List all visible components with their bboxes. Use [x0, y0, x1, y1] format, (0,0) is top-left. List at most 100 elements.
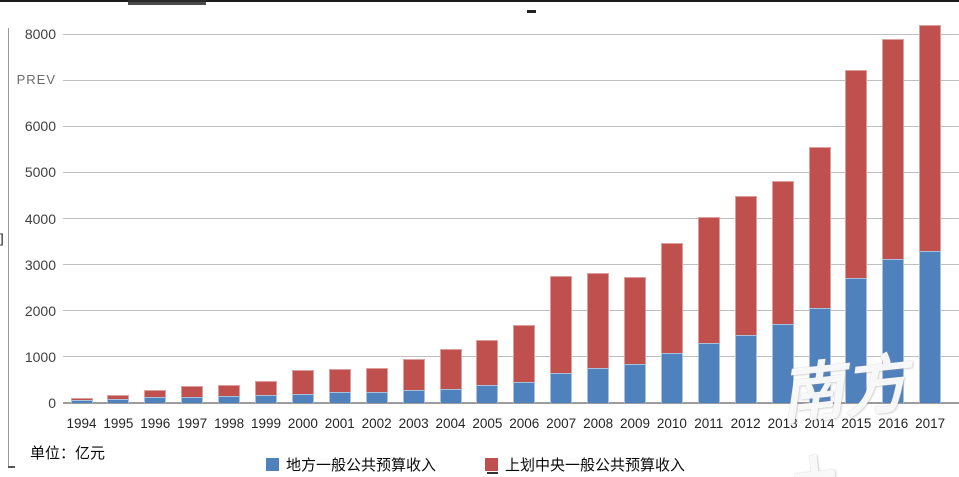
bar-segment-2005-local — [476, 385, 499, 403]
bar-segment-2006-local — [513, 382, 536, 403]
bar-segment-1999-local — [255, 395, 277, 403]
left-edge-foot — [8, 466, 15, 468]
bar-segment-2016-central — [882, 39, 905, 259]
bar-segment-2000-central — [291, 370, 314, 394]
x-axis-tick-label: 1998 — [214, 416, 245, 431]
x-axis-tick-label: 2006 — [509, 416, 540, 431]
x-axis-tick-label: 2004 — [435, 416, 466, 431]
y-axis-tick-label: 8000 — [24, 26, 56, 42]
gridline — [63, 79, 959, 81]
bar-segment-1995-local — [107, 399, 130, 403]
legend-swatch-local-icon — [266, 458, 279, 471]
bar-segment-2000-local — [291, 394, 314, 403]
legend-item-central: 上划中央一般公共预算收入 — [485, 454, 685, 475]
bar-segment-2007-central — [550, 276, 573, 373]
top-edge-artifact — [128, 0, 206, 5]
gridline — [63, 310, 959, 312]
legend: 地方一般公共预算收入 上划中央一般公共预算收入 — [0, 452, 959, 474]
bar-segment-2010-central — [660, 243, 683, 353]
bar-segment-2004-local — [439, 389, 462, 403]
y-axis-tick-label: 3000 — [24, 256, 56, 273]
bar-segment-2007-local — [550, 373, 573, 403]
bar-segment-1994-central — [70, 398, 93, 400]
gridline — [63, 171, 959, 173]
bar-segment-1995-central — [107, 395, 130, 399]
x-axis-tick-label: 2001 — [324, 416, 355, 431]
gridline — [63, 264, 959, 266]
prev-overlay-label: PREV — [16, 72, 56, 88]
legend-label-local: 地方一般公共预算收入 — [286, 457, 437, 474]
bar-segment-1997-local — [181, 397, 204, 403]
x-axis-tick-label: 2008 — [583, 416, 614, 431]
y-axis-tick-label: 2000 — [24, 302, 56, 319]
y-axis-tick-label: 6000 — [24, 118, 56, 135]
gridline — [63, 125, 959, 127]
bar-segment-2017-central — [919, 25, 942, 251]
bar-segment-2002-central — [365, 368, 388, 392]
bar-segment-2015-local — [845, 278, 868, 403]
gridline — [63, 356, 959, 358]
bar-segment-2009-central — [624, 277, 646, 364]
x-axis-tick-label: 2002 — [361, 416, 392, 431]
bar-segment-2012-central — [734, 196, 757, 335]
legend-swatch-central-icon — [485, 458, 498, 471]
x-axis-tick-label: 2011 — [694, 416, 724, 431]
x-axis-tick-label: 2005 — [472, 416, 503, 431]
bar-segment-2015-central — [845, 70, 868, 278]
x-axis-tick-label: 1994 — [66, 416, 97, 431]
bar-segment-2012-local — [734, 335, 757, 403]
x-axis-tick-label: 1995 — [103, 416, 134, 431]
x-axis-tick-label: 1997 — [177, 416, 208, 431]
bar-segment-1998-central — [218, 385, 241, 396]
bar-segment-2003-central — [402, 359, 425, 390]
bar-segment-2011-central — [697, 217, 720, 343]
y-axis-tick-label: 1000 — [24, 348, 56, 365]
bar-segment-2013-central — [771, 181, 794, 324]
top-border-line — [0, 0, 959, 2]
bar-segment-1998-local — [218, 396, 241, 403]
y-axis-tick-label: 0 — [48, 395, 56, 411]
x-axis-tick-label: 2012 — [730, 416, 761, 431]
bar-segment-1997-central — [181, 386, 204, 397]
bar-segment-2013-local — [771, 324, 794, 403]
legend-item-local: 地方一般公共预算收入 — [266, 454, 436, 475]
bar-segment-2001-central — [328, 369, 351, 392]
bar-segment-2014-central — [808, 147, 831, 308]
x-axis-tick-label: 2017 — [915, 416, 946, 431]
x-axis-tick-label: 2013 — [767, 416, 798, 431]
bar-segment-2004-central — [439, 349, 462, 389]
bar-segment-2017-local — [919, 251, 942, 403]
bar-segment-1994-local — [70, 400, 93, 403]
x-axis-tick-label: 2000 — [287, 416, 318, 431]
bar-segment-2003-local — [402, 390, 425, 403]
x-axis-tick-label: 2007 — [546, 416, 577, 431]
gridline — [63, 218, 959, 219]
x-axis-tick-label: 2010 — [656, 416, 687, 431]
left-edge-line — [8, 28, 9, 468]
x-axis-tick-label: 2003 — [398, 416, 429, 431]
bar-segment-1996-central — [144, 390, 167, 397]
x-axis-tick-label: 2015 — [841, 416, 872, 431]
unit-label: 单位：亿元 — [30, 445, 106, 462]
bar-segment-2006-central — [513, 325, 536, 382]
x-axis-line — [63, 402, 959, 404]
bar-segment-1996-local — [144, 397, 167, 403]
legend-label-central: 上划中央一般公共预算收入 — [505, 457, 686, 474]
bar-segment-2008-central — [587, 273, 610, 368]
bar-segment-2016-local — [882, 259, 905, 403]
x-axis-tick-label: 2016 — [878, 416, 909, 431]
bar-segment-1999-central — [255, 381, 277, 395]
bar-segment-2010-local — [660, 353, 683, 403]
legend-underscore-artifact — [487, 472, 498, 474]
gridline — [63, 33, 959, 35]
top-dash-artifact — [527, 10, 536, 13]
bar-segment-2001-local — [328, 392, 351, 403]
bar-segment-2011-local — [697, 343, 720, 403]
bar-segment-2009-local — [624, 364, 646, 403]
x-axis-tick-label: 2014 — [804, 416, 835, 431]
bar-segment-2014-local — [808, 308, 831, 403]
x-axis-tick-label: 2009 — [619, 416, 651, 431]
bar-segment-2008-local — [587, 368, 610, 403]
